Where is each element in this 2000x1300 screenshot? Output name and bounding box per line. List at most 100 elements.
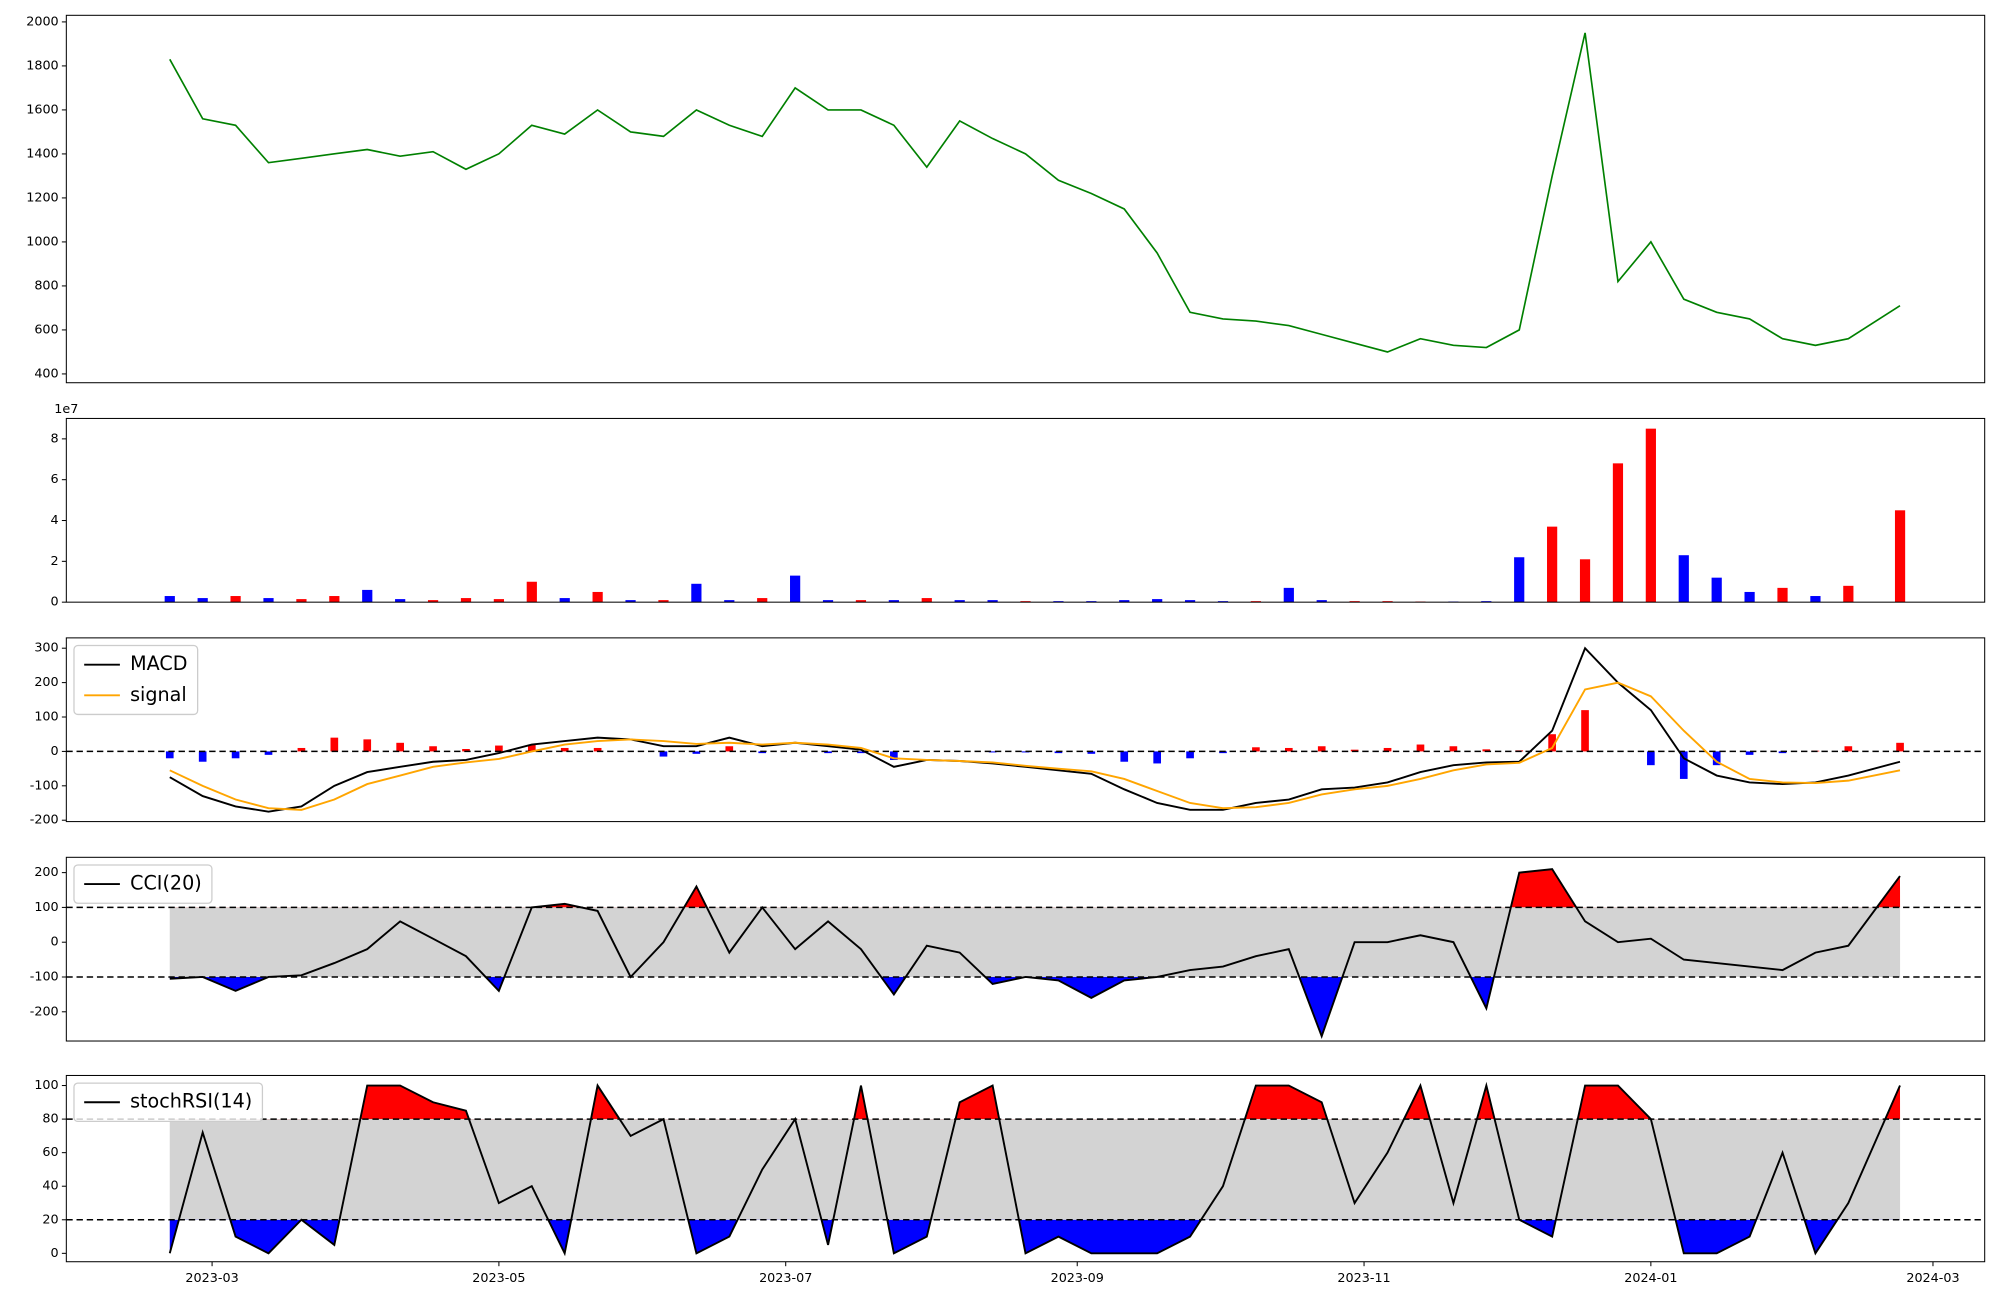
y-tick-label: 400 [34,366,58,381]
axes-frame [65,637,1986,823]
y-tick-label: 300 [34,641,58,656]
volume-bar [362,589,373,603]
histogram-bar [1482,749,1491,752]
y-tick-label: 20 [42,1212,58,1227]
volume-bar [921,598,932,603]
x-tick-label: 2024-03 [1906,1271,1959,1286]
volume-bar [395,599,406,603]
histogram-bar [1778,751,1787,754]
oversold-fill [169,1219,1838,1254]
y-tick-label: 40 [42,1179,58,1194]
volume-bar [1184,600,1196,603]
legend-label: CCI(20) [130,872,202,895]
legend-label: stochRSI(14) [130,1090,252,1113]
axis-offset: 1e7 [54,402,78,417]
histogram-bar [462,749,470,752]
histogram-bar [363,739,372,752]
x-tick-label: 2024-01 [1624,1271,1677,1286]
axes-frame [65,1074,1986,1263]
volume-bar [724,600,735,603]
series-line [169,868,1901,1039]
volume-bar [954,600,965,603]
histogram-bar [1317,746,1326,752]
x-tick-label: 2023-07 [759,1271,812,1286]
legend-label: signal [130,683,187,706]
y-tick-label: 4 [51,513,59,528]
histogram-bar [231,751,240,759]
histogram-bar [429,746,437,752]
volume-bar [855,600,867,603]
histogram-bar [1745,751,1754,755]
y-tick-label: -200 [30,813,59,828]
histogram-bar [1284,747,1293,752]
histogram-bar [1449,746,1458,752]
histogram-bar [495,745,503,752]
volume-bar [658,600,669,603]
y-tick-label: 1000 [26,234,58,249]
volume-bar [559,598,570,603]
volume-bar [296,599,307,603]
volume-bar [460,598,472,603]
histogram-bar [1844,746,1853,752]
volume-bar [790,575,801,603]
histogram-bar [1712,751,1721,766]
histogram-bar [1679,751,1688,779]
volume-bar [1810,596,1821,603]
plot-area [169,32,1901,353]
volume-bar [1579,559,1591,603]
plot-area [164,428,1906,603]
volume-bar [1119,600,1130,603]
volume-bar [1645,428,1656,603]
volume-bar [888,600,899,603]
histogram-bar [659,751,668,757]
legend-label: MACD [130,652,187,675]
y-tick-label: 600 [34,322,58,337]
volume-bar [822,600,834,603]
histogram-bar [1087,751,1096,754]
histogram-bar [593,747,602,752]
y-tick-label: -100 [30,969,59,984]
y-tick-label: 1200 [26,190,58,205]
x-tick-label: 2023-09 [1051,1271,1104,1286]
histogram-bar [692,751,701,754]
y-tick-label: 100 [34,1078,58,1093]
y-tick-label: 0 [51,935,59,950]
axes-frame [65,417,1986,603]
y-tick-label: 800 [34,278,58,293]
histogram-bar [527,744,536,752]
histogram-bar [725,746,734,752]
histogram-bar [1581,710,1589,752]
y-tick-label: -100 [30,778,59,793]
y-tick-label: 1400 [26,146,58,161]
volume-bar [329,596,340,603]
volume-bar [164,596,175,603]
volume-bar [592,591,603,603]
volume-bar [987,600,998,603]
y-tick-label: 1600 [26,102,58,117]
volume-bar [493,599,505,603]
volume-bar [1894,510,1906,603]
histogram-bar [857,751,865,754]
histogram-bar [396,742,404,752]
y-tick-label: 2000 [26,14,58,29]
volume-bar [1514,557,1525,603]
y-tick-label: 0 [51,1246,59,1261]
histogram-bar [1647,751,1655,766]
volume-bar [1843,585,1854,603]
x-tick-label: 2023-05 [472,1271,525,1286]
y-tick-label: 2 [51,554,59,569]
y-tick-label: 60 [42,1145,58,1160]
y-tick-label: -200 [30,1004,59,1019]
volume-bar [427,600,439,603]
y-tick-label: 100 [34,710,58,725]
y-tick-label: 80 [42,1112,58,1127]
y-tick-label: 1800 [26,58,58,73]
histogram-bar [1219,751,1227,754]
volume-bar [757,598,768,603]
volume-bar [625,600,636,603]
histogram-bar [264,751,273,755]
y-tick-label: 8 [51,431,59,446]
volume-bar [1547,526,1558,603]
y-tick-label: 0 [51,744,59,759]
